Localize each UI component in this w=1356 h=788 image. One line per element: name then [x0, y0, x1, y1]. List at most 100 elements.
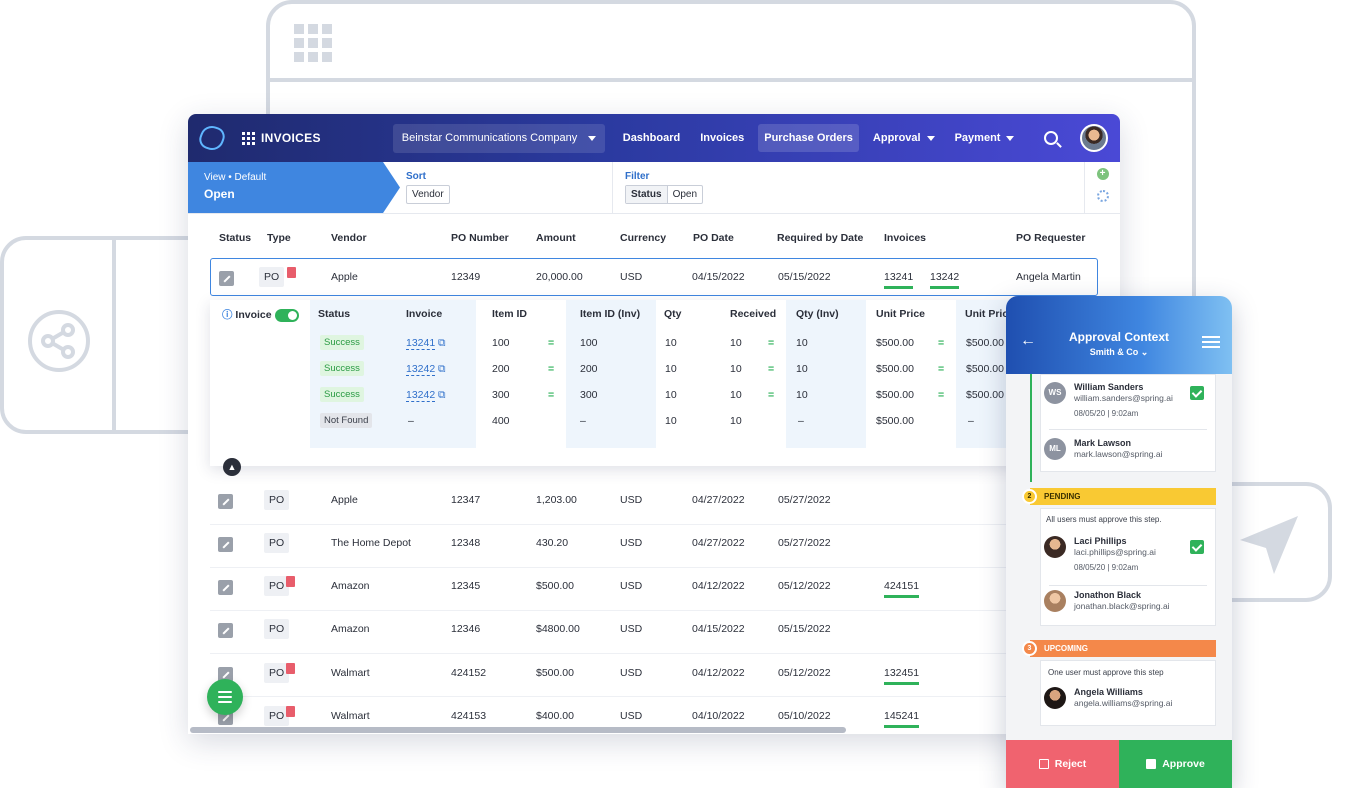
type-badge: PO [264, 706, 290, 726]
unit-price-inv-cell: $500.00 [966, 337, 1004, 349]
hamburger-menu-icon[interactable] [1202, 336, 1220, 348]
table-row[interactable]: PO Amazon 12345 $500.00 USD 04/12/2022 0… [210, 568, 1120, 606]
upcoming-note: One user must approve this step [1048, 668, 1164, 677]
external-link-icon[interactable]: ⧉ [438, 389, 446, 401]
match-equal-icon: = [938, 337, 945, 349]
avatar: WS [1044, 382, 1066, 404]
nav-approval[interactable]: Approval [867, 124, 941, 152]
upcoming-step-card [1040, 660, 1216, 726]
invoice-toggle[interactable] [274, 308, 299, 322]
back-arrow-icon[interactable]: ← [1020, 332, 1036, 349]
invoice-link[interactable]: 13242 [406, 363, 436, 376]
col-po-requester[interactable]: PO Requester [1016, 232, 1086, 244]
col-status[interactable]: Status [219, 232, 252, 244]
col-currency[interactable]: Currency [620, 232, 667, 244]
view-selector[interactable]: View • Default Open [188, 162, 400, 213]
requester-cell: Angela Martin [1016, 271, 1081, 283]
add-filter-icon[interactable]: + [1096, 168, 1109, 180]
approver-laci-phillips: Laci Phillips laci.phillips@spring.ai 08… [1044, 536, 1212, 586]
external-link-icon[interactable]: ⧉ [438, 363, 446, 375]
required-date-cell: 05/27/2022 [778, 494, 831, 506]
pdf-icon[interactable] [286, 576, 295, 587]
currency-cell: USD [620, 710, 643, 722]
table-row[interactable]: PO Amazon 12346 $4800.00 USD 04/15/2022 … [210, 611, 1120, 649]
match-equal-icon: = [548, 337, 555, 349]
search-icon[interactable] [1044, 131, 1058, 145]
match-equal-icon: = [548, 363, 555, 375]
send-icon [1240, 516, 1298, 574]
collapse-row-button[interactable]: ▲ [223, 458, 241, 476]
match-equal-icon: = [768, 337, 775, 349]
invoice-link[interactable]: 145241 [884, 710, 920, 728]
pending-note: All users must approve this step. [1046, 515, 1162, 524]
menu-fab-button[interactable] [207, 679, 243, 715]
table-row[interactable]: PO Apple 12349 20,000.00 USD 04/15/2022 … [210, 258, 1098, 296]
avatar [1044, 687, 1066, 709]
match-equal-icon: = [938, 363, 945, 375]
po-number-cell: 12347 [451, 494, 481, 506]
col-required-date[interactable]: Required by Date [777, 232, 864, 244]
invoice-link[interactable]: 132451 [884, 667, 920, 685]
nav-invoices[interactable]: Invoices [700, 132, 745, 144]
nav-payment[interactable]: Payment [949, 124, 1021, 152]
user-avatar[interactable] [1080, 124, 1108, 152]
match-equal-icon: = [548, 389, 555, 401]
qty-cell: 10 [665, 415, 677, 427]
pdf-icon[interactable] [287, 267, 296, 278]
filter-chip[interactable]: Status Open [625, 185, 704, 204]
invoice-link[interactable]: 13241 [406, 337, 436, 350]
match-row: Success 13242 ⧉ 300 = 300 10 10 = 10 $50… [210, 382, 1030, 408]
refresh-icon[interactable] [1096, 190, 1109, 202]
table-row[interactable]: PO The Home Depot 12348 430.20 USD 04/27… [210, 525, 1120, 563]
match-table-header: ⓘ Invoice Status Invoice Item ID Item ID… [210, 300, 1030, 326]
received-cell: 10 [730, 337, 742, 349]
currency-cell: USD [620, 667, 643, 679]
reject-button[interactable]: Reject [1006, 740, 1119, 788]
col-amount[interactable]: Amount [536, 232, 576, 244]
edit-icon[interactable] [218, 537, 233, 552]
col-po-date[interactable]: PO Date [693, 232, 734, 244]
col-invoices[interactable]: Invoices [884, 232, 927, 244]
horizontal-scrollbar[interactable] [190, 727, 846, 733]
status-badge: Not Found [320, 413, 373, 428]
edit-icon[interactable] [218, 494, 233, 509]
match-col-status: Status [318, 308, 351, 320]
sort-chip[interactable]: Vendor [406, 185, 450, 204]
table-row[interactable]: PO Walmart 424152 $500.00 USD 04/12/2022… [210, 655, 1120, 693]
edit-icon[interactable] [218, 580, 233, 595]
table-row[interactable]: PO Apple 12347 1,203.00 USD 04/27/2022 0… [210, 482, 1120, 520]
apps-menu-icon[interactable] [242, 131, 255, 145]
nav-dashboard[interactable]: Dashboard [622, 132, 681, 144]
pdf-icon[interactable] [286, 663, 295, 674]
nav-purchase-orders[interactable]: Purchase Orders [758, 124, 859, 152]
unit-price-inv-cell: $500.00 [966, 363, 1004, 375]
edit-icon[interactable] [218, 667, 233, 682]
type-badge: PO [264, 490, 290, 510]
invoice-link[interactable]: 13242 [406, 389, 436, 402]
unit-price-inv-cell: $500.00 [966, 389, 1004, 401]
approve-button[interactable]: Approve [1119, 740, 1232, 788]
invoice-link[interactable]: 424151 [884, 580, 920, 598]
external-link-icon[interactable]: ⧉ [438, 337, 446, 349]
invoice-link[interactable]: 13242 [930, 271, 960, 289]
invoice-link[interactable]: 13241 [884, 271, 914, 289]
approval-subtitle[interactable]: Smith & Co ⌄ [1089, 347, 1149, 357]
filter-label: Filter [625, 171, 650, 182]
invoice-toggle-group: ⓘ Invoice [222, 307, 299, 322]
brand-logo-icon[interactable] [196, 122, 228, 154]
pending-step-bar: 2 PENDING [1022, 488, 1216, 505]
view-value: Open [204, 187, 235, 201]
pdf-icon[interactable] [286, 706, 295, 717]
col-po-number[interactable]: PO Number [451, 232, 509, 244]
col-vendor[interactable]: Vendor [331, 232, 367, 244]
invoice-cell: – [408, 415, 414, 427]
edit-icon[interactable] [218, 623, 233, 638]
match-col-unit-price-inv: Unit Pric [965, 308, 1009, 320]
po-date-cell: 04/15/2022 [692, 271, 745, 283]
match-equal-icon: = [938, 389, 945, 401]
edit-icon[interactable] [219, 271, 234, 286]
required-date-cell: 05/15/2022 [778, 623, 831, 635]
company-select[interactable]: Beinstar Communications Company [392, 123, 605, 153]
col-type[interactable]: Type [267, 232, 291, 244]
item-id-inv-cell: – [580, 415, 586, 427]
